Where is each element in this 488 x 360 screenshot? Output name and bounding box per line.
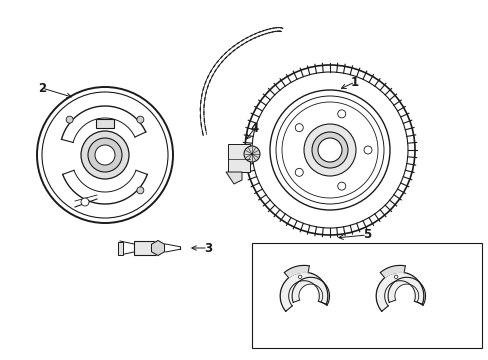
Circle shape	[244, 146, 260, 162]
Circle shape	[137, 116, 143, 123]
Circle shape	[66, 116, 73, 123]
Bar	[96, 118, 114, 127]
Circle shape	[137, 187, 143, 194]
Polygon shape	[380, 265, 405, 278]
Circle shape	[88, 138, 122, 172]
Circle shape	[81, 131, 129, 179]
Circle shape	[311, 132, 347, 168]
Text: 5: 5	[362, 229, 370, 242]
Circle shape	[298, 275, 301, 279]
Text: 1: 1	[350, 76, 358, 89]
Polygon shape	[375, 272, 423, 311]
Circle shape	[337, 182, 345, 190]
Circle shape	[95, 145, 115, 165]
Bar	[118, 242, 123, 255]
Polygon shape	[387, 277, 425, 305]
Polygon shape	[291, 277, 329, 305]
Circle shape	[394, 275, 397, 279]
Polygon shape	[280, 272, 327, 311]
Polygon shape	[151, 240, 164, 256]
Circle shape	[337, 110, 345, 118]
Bar	[251, 243, 481, 348]
Circle shape	[37, 87, 173, 223]
Circle shape	[363, 146, 371, 154]
Bar	[227, 144, 249, 172]
Text: 3: 3	[203, 242, 212, 255]
Text: 4: 4	[250, 122, 259, 135]
Circle shape	[81, 198, 89, 206]
Circle shape	[304, 124, 355, 176]
Circle shape	[295, 168, 303, 176]
Bar	[134, 241, 158, 255]
Circle shape	[317, 138, 341, 162]
Text: 2: 2	[38, 81, 46, 94]
Polygon shape	[284, 265, 309, 278]
Polygon shape	[225, 172, 242, 184]
Circle shape	[244, 65, 414, 235]
Circle shape	[295, 124, 303, 132]
